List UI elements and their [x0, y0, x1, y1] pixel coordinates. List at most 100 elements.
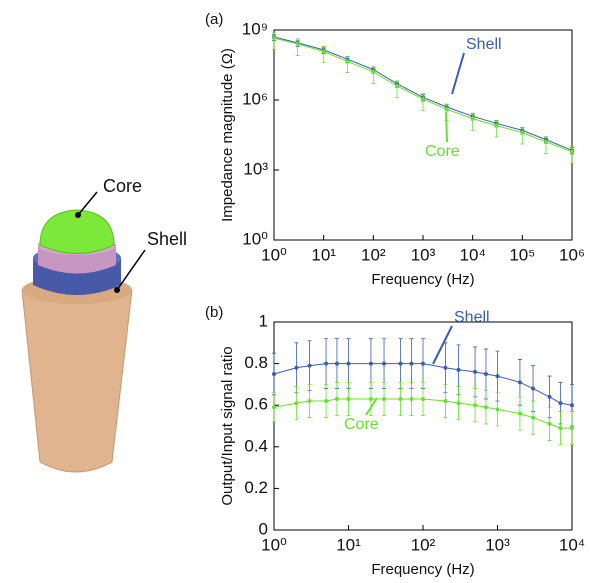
core-label: Core — [103, 176, 142, 196]
point — [324, 362, 328, 366]
point — [457, 401, 461, 405]
y-tick-label: 10⁶ — [242, 89, 268, 108]
point — [473, 370, 477, 374]
point — [518, 412, 522, 416]
point — [409, 362, 413, 366]
point — [395, 84, 399, 88]
y-tick-label: 0.2 — [244, 478, 268, 497]
illustration: Core Shell — [22, 176, 187, 472]
point — [369, 362, 373, 366]
point — [382, 397, 386, 401]
error-bar — [296, 39, 300, 56]
point — [347, 362, 351, 366]
annotation-leader — [446, 112, 447, 142]
annotation-leader — [452, 53, 464, 94]
y-tick-label: 1 — [259, 311, 268, 330]
point — [296, 42, 300, 46]
shell-leader — [117, 250, 145, 290]
point — [272, 372, 276, 376]
point — [347, 397, 351, 401]
error-bar — [272, 33, 276, 49]
x-tick-label: 10⁵ — [509, 245, 535, 264]
point — [496, 407, 500, 411]
point — [570, 403, 574, 407]
point — [445, 107, 449, 111]
point — [531, 387, 535, 391]
point — [294, 366, 298, 370]
point — [371, 70, 375, 74]
panel-label: (b) — [205, 304, 223, 321]
x-tick-label: 10⁶ — [559, 245, 585, 264]
y-tick-label: 0.6 — [244, 395, 268, 414]
y-tick-label: 0.8 — [244, 353, 268, 372]
y-tick-label: 10³ — [243, 159, 268, 178]
point — [558, 401, 562, 405]
point — [335, 362, 339, 366]
x-tick-label: 10² — [361, 245, 386, 264]
point — [272, 405, 276, 409]
y-tick-label: 0.4 — [244, 436, 268, 455]
point — [496, 374, 500, 378]
point — [484, 372, 488, 376]
x-tick-label: 10¹ — [311, 245, 336, 264]
point — [322, 49, 326, 53]
point — [382, 362, 386, 366]
point — [548, 422, 552, 426]
point — [518, 380, 522, 384]
point — [324, 399, 328, 403]
x-tick-label: 10² — [411, 535, 436, 554]
figure: Core Shell (a)10⁰10¹10²10³10⁴10⁵10⁶10⁰10… — [0, 0, 590, 583]
annotation: Shell — [454, 309, 490, 326]
point — [399, 362, 403, 366]
point — [443, 366, 447, 370]
x-axis-label: Frequency (Hz) — [371, 561, 474, 578]
point — [272, 36, 276, 40]
point — [531, 416, 535, 420]
point — [570, 150, 574, 154]
x-tick-label: 10³ — [485, 535, 510, 554]
point — [520, 131, 524, 135]
y-tick-label: 0 — [259, 519, 268, 538]
y-tick-label: 10⁰ — [242, 229, 268, 248]
point — [421, 397, 425, 401]
point — [484, 405, 488, 409]
point — [570, 426, 574, 430]
body — [22, 290, 132, 472]
x-tick-label: 10³ — [411, 245, 436, 264]
point — [457, 368, 461, 372]
point — [345, 59, 349, 63]
core-dot — [75, 212, 81, 218]
point — [443, 399, 447, 403]
y-tick-label: 10⁹ — [242, 19, 268, 38]
x-tick-label: 10⁴ — [460, 245, 486, 264]
point — [409, 397, 413, 401]
point — [421, 97, 425, 101]
point — [548, 395, 552, 399]
point — [369, 397, 373, 401]
y-axis-label: Impedance magnitude (Ω) — [219, 48, 236, 222]
x-axis-label: Frequency (Hz) — [371, 271, 474, 288]
point — [558, 426, 562, 430]
x-tick-label: 10¹ — [336, 535, 361, 554]
point — [399, 397, 403, 401]
point — [471, 117, 475, 121]
point — [494, 124, 498, 128]
point — [544, 140, 548, 144]
panel-label: (a) — [205, 11, 223, 28]
point — [421, 362, 425, 366]
x-tick-label: 10⁴ — [559, 535, 585, 554]
y-axis-label: Output/Input signal ratio — [219, 346, 236, 505]
point — [308, 399, 312, 403]
shell-dot — [114, 287, 120, 293]
point — [335, 397, 339, 401]
annotation: Shell — [466, 36, 502, 53]
point — [308, 364, 312, 368]
shell-label: Shell — [147, 229, 187, 249]
annotation: Core — [425, 143, 460, 160]
annotation: Core — [344, 416, 379, 433]
point — [294, 401, 298, 405]
point — [473, 403, 477, 407]
annotation-leader — [433, 326, 452, 364]
